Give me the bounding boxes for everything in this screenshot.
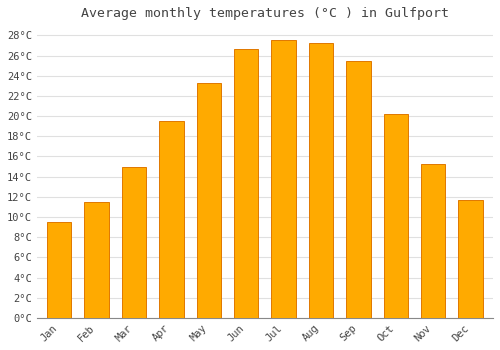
Bar xyxy=(47,222,72,318)
Bar xyxy=(384,114,408,318)
Bar xyxy=(272,40,296,318)
Bar xyxy=(458,200,483,318)
Bar xyxy=(421,163,446,318)
Bar xyxy=(196,83,221,318)
Bar xyxy=(84,202,109,318)
Bar xyxy=(122,167,146,318)
Title: Average monthly temperatures (°C ) in Gulfport: Average monthly temperatures (°C ) in Gu… xyxy=(81,7,449,20)
Bar xyxy=(160,121,184,318)
Bar xyxy=(234,49,258,318)
Bar xyxy=(346,61,370,318)
Bar xyxy=(309,43,333,318)
